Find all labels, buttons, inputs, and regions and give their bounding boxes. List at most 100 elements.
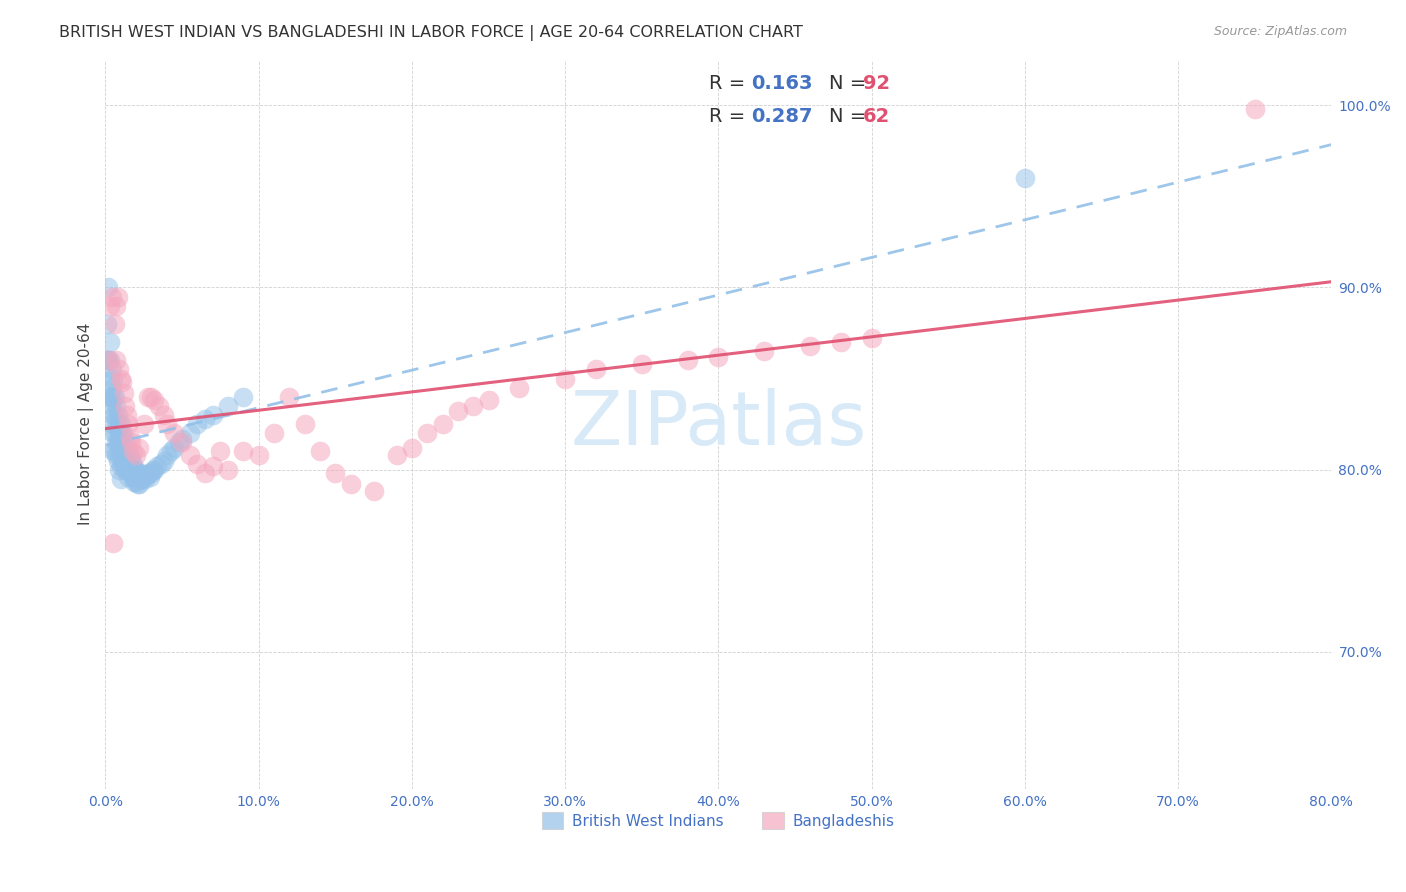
Point — [103, 408, 125, 422]
Point — [163, 441, 186, 455]
Point — [103, 390, 125, 404]
Point — [110, 472, 132, 486]
Point — [110, 444, 132, 458]
Point — [112, 458, 135, 473]
Point — [110, 417, 132, 431]
Point — [131, 472, 153, 486]
Point — [132, 417, 155, 431]
Point — [232, 444, 254, 458]
Point — [118, 430, 141, 444]
Point — [217, 462, 239, 476]
Point — [179, 448, 201, 462]
Point — [108, 417, 131, 431]
Point — [96, 317, 118, 331]
Point — [107, 408, 129, 422]
Point — [160, 444, 183, 458]
Point — [111, 441, 134, 455]
Point — [247, 448, 270, 462]
Point — [170, 432, 193, 446]
Point — [120, 451, 142, 466]
Point — [115, 408, 138, 422]
Point — [152, 408, 174, 422]
Point — [309, 444, 332, 458]
Point — [117, 417, 139, 431]
Point — [114, 435, 136, 450]
Point — [105, 299, 128, 313]
Point — [111, 453, 134, 467]
Point — [98, 334, 121, 349]
Point — [156, 448, 179, 462]
Point — [105, 353, 128, 368]
Point — [232, 390, 254, 404]
Point — [103, 317, 125, 331]
Point — [100, 362, 122, 376]
Text: 0.163: 0.163 — [752, 74, 813, 93]
Point — [278, 390, 301, 404]
Point — [100, 381, 122, 395]
Point — [263, 426, 285, 441]
Point — [122, 457, 145, 471]
Point — [100, 417, 122, 431]
Point — [141, 390, 163, 404]
Point — [107, 453, 129, 467]
Text: R =: R = — [709, 107, 751, 126]
Point — [111, 426, 134, 441]
Point — [585, 362, 607, 376]
Point — [186, 417, 208, 431]
Point — [97, 353, 120, 368]
Point — [754, 344, 776, 359]
Point — [416, 426, 439, 441]
Point — [194, 467, 217, 481]
Point — [186, 457, 208, 471]
Point — [385, 448, 408, 462]
Point — [363, 484, 385, 499]
Point — [142, 462, 165, 476]
Point — [101, 444, 124, 458]
Point — [148, 399, 170, 413]
Point — [98, 299, 121, 313]
Point — [112, 386, 135, 401]
Point — [477, 393, 499, 408]
Text: Source: ZipAtlas.com: Source: ZipAtlas.com — [1213, 25, 1347, 38]
Point — [136, 467, 159, 481]
Point — [209, 444, 232, 458]
Point — [676, 353, 699, 368]
Point — [103, 444, 125, 458]
Point — [105, 399, 128, 413]
Point — [132, 468, 155, 483]
Point — [118, 448, 141, 462]
Point — [97, 280, 120, 294]
Point — [217, 399, 239, 413]
Point — [294, 417, 316, 431]
Point — [114, 462, 136, 476]
Point — [110, 371, 132, 385]
Point — [105, 417, 128, 431]
Point — [108, 444, 131, 458]
Point — [107, 435, 129, 450]
Point — [98, 390, 121, 404]
Point — [1243, 102, 1265, 116]
Point — [111, 375, 134, 389]
Point — [100, 399, 122, 413]
Point — [143, 462, 166, 476]
Point — [201, 458, 224, 473]
Point — [120, 435, 142, 450]
Point — [122, 444, 145, 458]
Point — [107, 423, 129, 437]
Point — [105, 435, 128, 450]
Point — [114, 448, 136, 462]
Point — [163, 426, 186, 441]
Point — [98, 353, 121, 368]
Point — [146, 458, 169, 473]
Point — [128, 477, 150, 491]
Point — [630, 357, 652, 371]
Point — [124, 475, 146, 490]
Point — [830, 334, 852, 349]
Point — [463, 399, 485, 413]
Text: ZIPatlas: ZIPatlas — [571, 387, 866, 460]
Point — [1014, 171, 1036, 186]
Point — [194, 411, 217, 425]
Point — [98, 371, 121, 385]
Text: 0.287: 0.287 — [752, 107, 813, 126]
Text: BRITISH WEST INDIAN VS BANGLADESHI IN LABOR FORCE | AGE 20-64 CORRELATION CHART: BRITISH WEST INDIAN VS BANGLADESHI IN LA… — [59, 25, 803, 41]
